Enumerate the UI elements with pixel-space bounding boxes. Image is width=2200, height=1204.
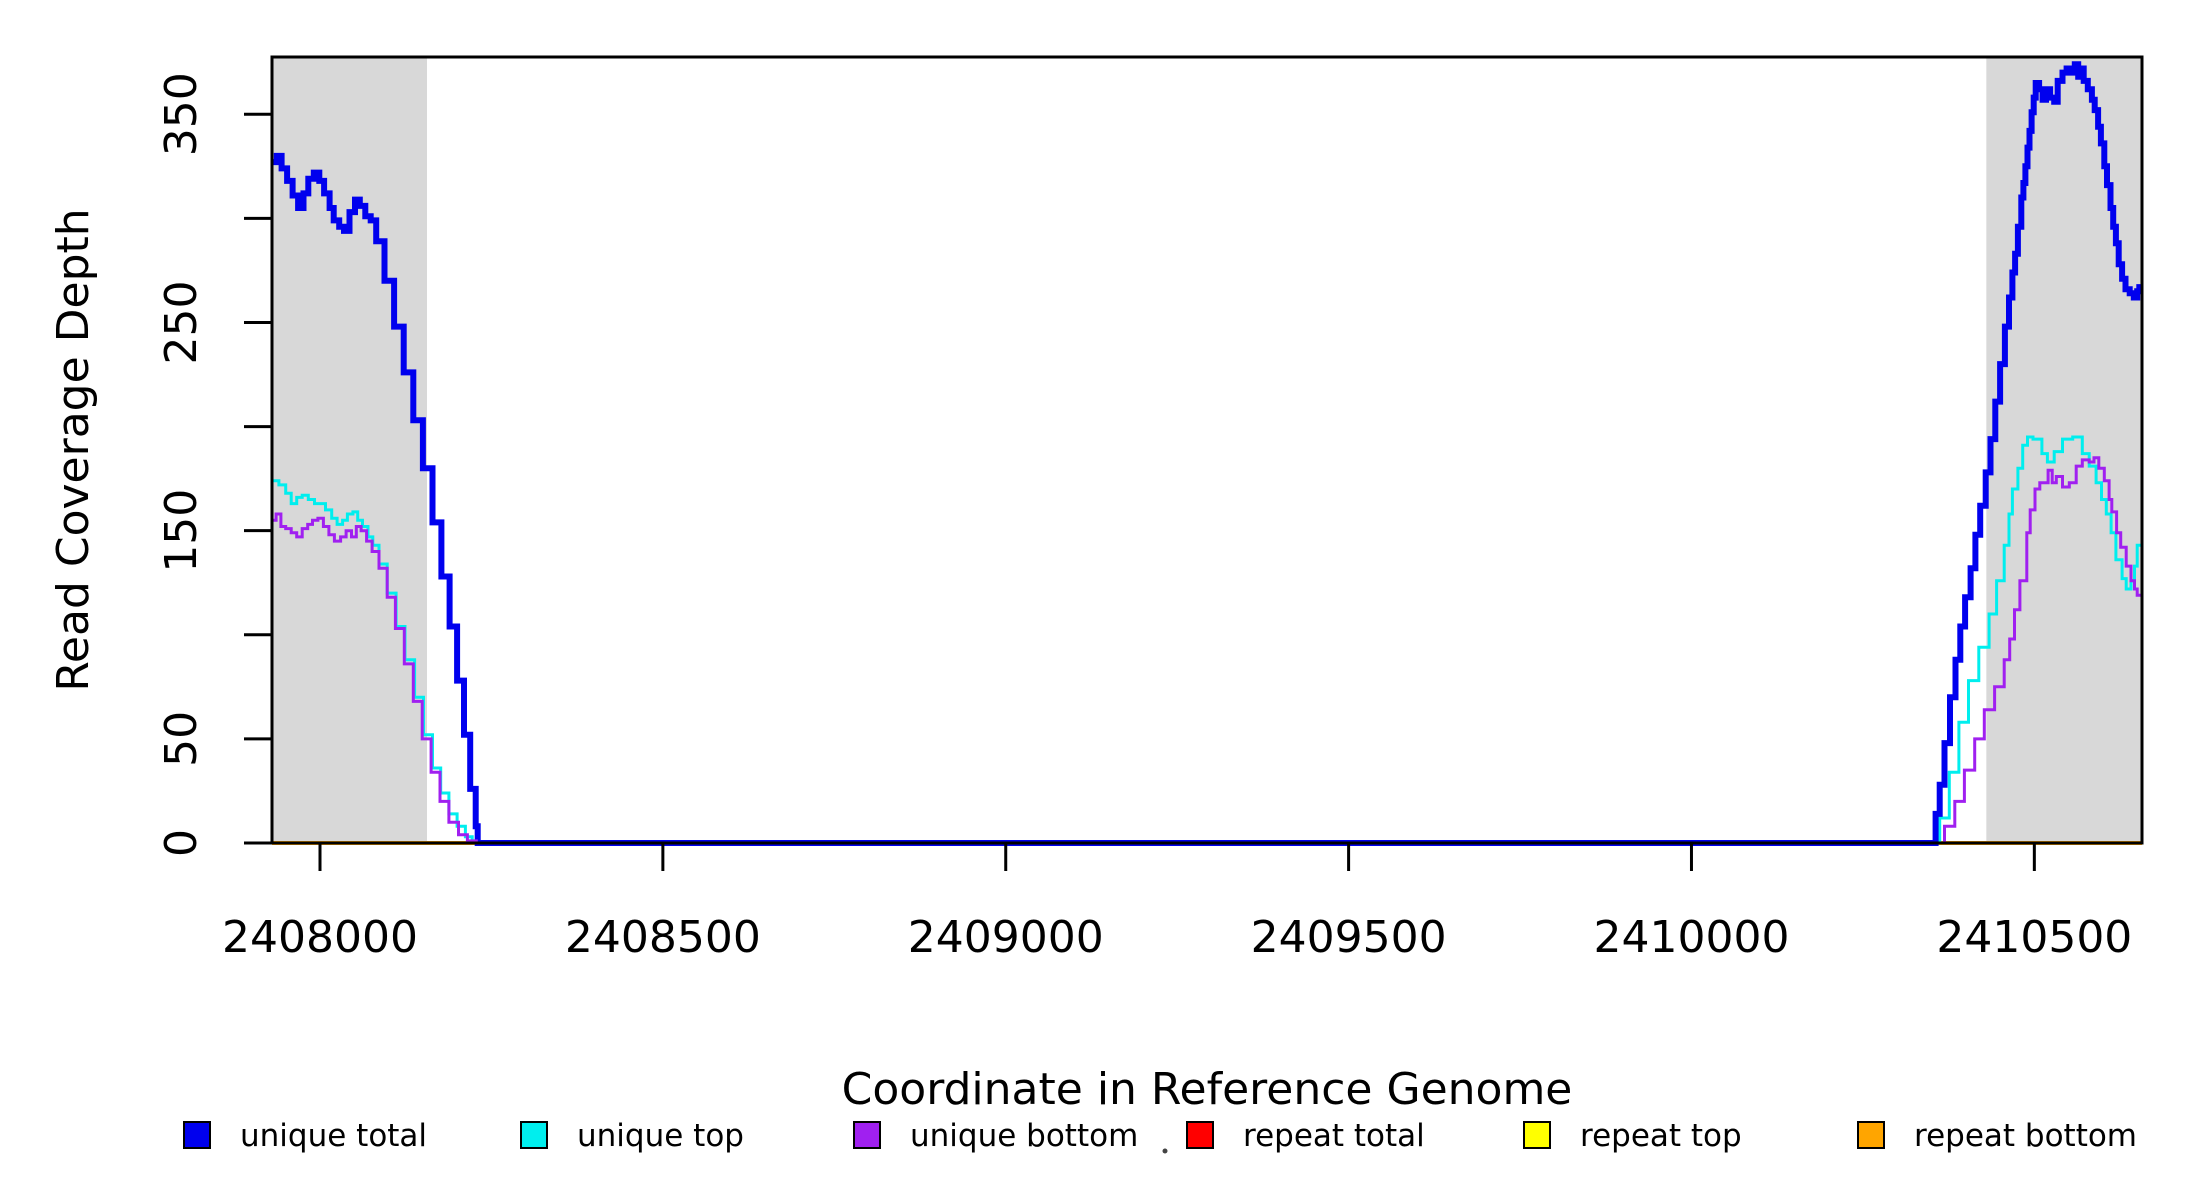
legend-label: unique bottom bbox=[910, 1118, 1138, 1154]
x-tick-label: 2409000 bbox=[908, 912, 1104, 963]
x-tick-label: 2410500 bbox=[1936, 912, 2132, 963]
legend-swatch-unique-total bbox=[183, 1121, 211, 1149]
legend-label: repeat top bbox=[1580, 1118, 1742, 1154]
x-tick-label: 2408000 bbox=[222, 912, 418, 963]
y-tick-label: 50 bbox=[156, 711, 207, 767]
stray-dot bbox=[1162, 1148, 1168, 1154]
y-tick-label: 0 bbox=[156, 829, 207, 857]
legend-label: repeat total bbox=[1243, 1118, 1425, 1154]
legend-label: unique total bbox=[240, 1118, 427, 1154]
legend-swatch-unique-top bbox=[520, 1121, 548, 1149]
legend-item-repeat-bottom: repeat bottom bbox=[1857, 1118, 2137, 1154]
x-tick-label: 2409500 bbox=[1251, 912, 1447, 963]
x-tick-label: 2408500 bbox=[565, 912, 761, 963]
y-axis-title: Read Coverage Depth bbox=[48, 208, 99, 691]
series-unique-top bbox=[272, 435, 2144, 845]
legend-label: repeat bottom bbox=[1914, 1118, 2137, 1154]
legend-swatch-repeat-total bbox=[1186, 1121, 1214, 1149]
y-tick-label: 350 bbox=[156, 72, 207, 156]
legend-swatch-repeat-bottom bbox=[1857, 1121, 1885, 1149]
series-unique-bottom bbox=[272, 456, 2144, 845]
x-tick-label: 2410000 bbox=[1593, 912, 1789, 963]
y-tick-label: 250 bbox=[156, 280, 207, 364]
legend-item-unique-bottom: unique bottom bbox=[853, 1118, 1138, 1154]
legend-item-unique-top: unique top bbox=[520, 1118, 744, 1154]
plot-border bbox=[270, 55, 2144, 845]
legend-swatch-unique-bottom bbox=[853, 1121, 881, 1149]
repeat-shade-region-0 bbox=[272, 57, 427, 843]
legend-item-unique-total: unique total bbox=[183, 1118, 427, 1154]
series-unique-total bbox=[272, 61, 2143, 846]
shaded-regions bbox=[272, 57, 2142, 843]
axis-ticks bbox=[244, 112, 2036, 871]
y-tick-label: 150 bbox=[156, 489, 207, 573]
repeat-shade-region-1 bbox=[1986, 57, 2142, 843]
x-axis-title: Coordinate in Reference Genome bbox=[842, 1064, 1573, 1115]
legend-item-repeat-total: repeat total bbox=[1186, 1118, 1425, 1154]
plot-box bbox=[270, 55, 2144, 845]
legend-swatch-repeat-top bbox=[1523, 1121, 1551, 1149]
axis-tick-labels: 2408000 2408500 2409000 2409500 2410000 24105… bbox=[156, 72, 2132, 963]
legend-label: unique top bbox=[577, 1118, 744, 1154]
legend: unique total unique top unique bottom repea… bbox=[183, 1118, 2137, 1154]
legend-item-repeat-top: repeat top bbox=[1523, 1118, 1742, 1154]
